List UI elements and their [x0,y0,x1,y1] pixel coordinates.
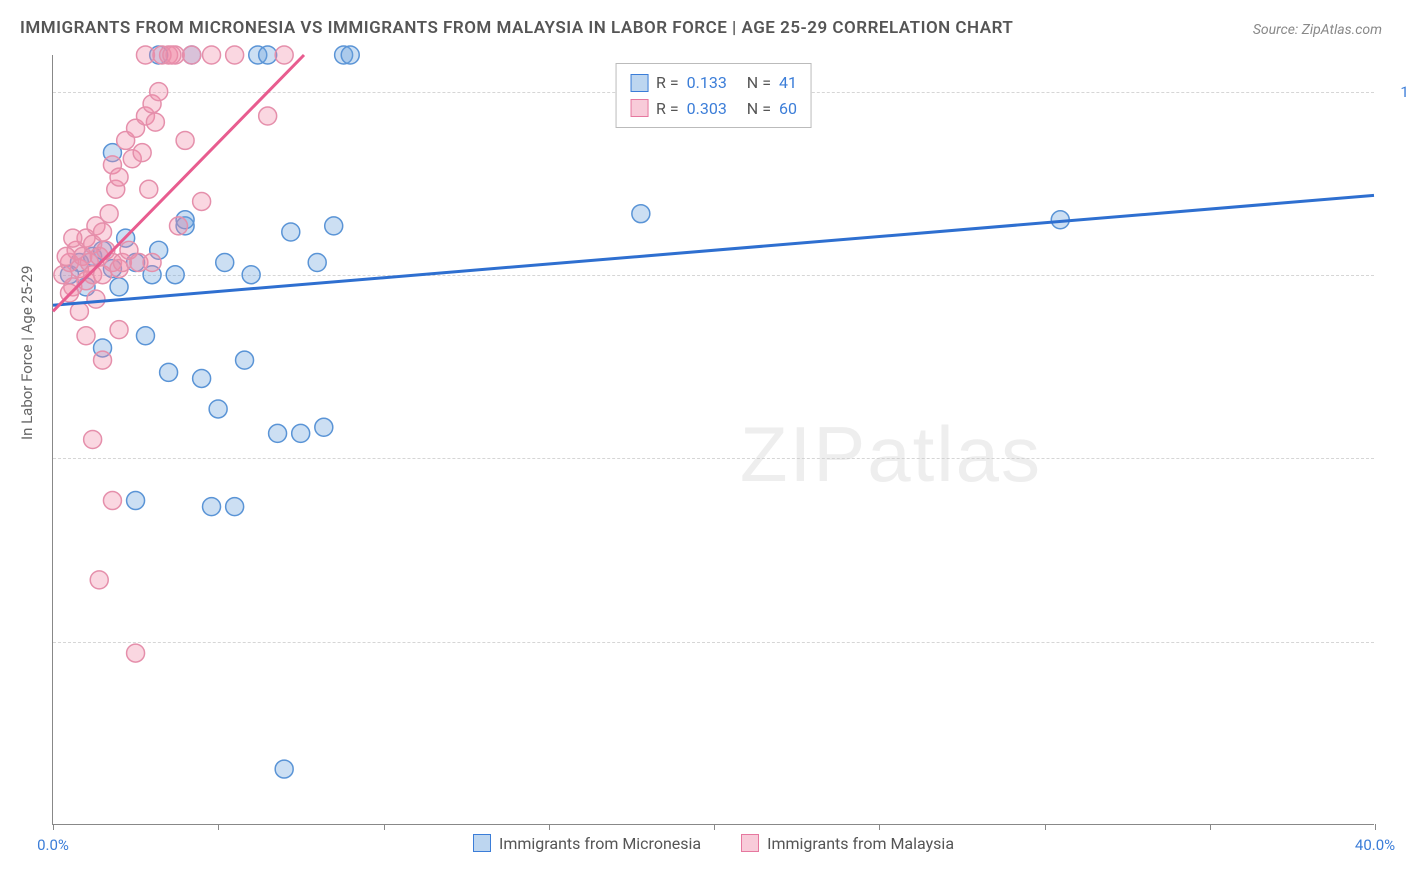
data-point [84,431,102,449]
legend-item-a: Immigrants from Micronesia [473,834,701,853]
data-point [282,223,300,241]
data-point [136,327,154,345]
chart-title: IMMIGRANTS FROM MICRONESIA VS IMMIGRANTS… [20,18,1013,38]
data-point [325,217,343,235]
chart-plot-area: ZIPatlas R = 0.133 N = 41 R = 0.303 N = … [52,55,1374,825]
data-point [226,46,244,64]
scatter-svg [53,55,1374,824]
data-point [259,46,277,64]
data-point [103,492,121,510]
data-point [100,205,118,223]
swatch-pink-icon [630,99,648,117]
data-point [275,46,293,64]
data-point [203,46,221,64]
data-point [136,46,154,64]
series-legend: Immigrants from Micronesia Immigrants fr… [53,834,1374,857]
x-tick-label: 0.0% [37,836,69,854]
data-point [275,760,293,778]
source-attribution: Source: ZipAtlas.com [1253,22,1382,38]
data-point [94,223,112,241]
data-point [87,290,105,308]
legend-label: Immigrants from Malaysia [767,834,954,853]
data-point [133,144,151,162]
trend-line [53,195,1374,305]
x-tick [714,824,715,830]
n-label: N = [747,70,771,96]
data-point [110,168,128,186]
x-tick [879,824,880,830]
data-point [226,498,244,516]
data-point [183,46,201,64]
x-tick [53,824,54,830]
r-value: 0.133 [687,70,727,96]
legend-label: Immigrants from Micronesia [499,834,701,853]
legend-row-a: R = 0.133 N = 41 [630,70,797,96]
data-point [292,424,310,442]
x-tick [549,824,550,830]
r-label: R = [656,70,679,96]
data-point [176,131,194,149]
data-point [203,498,221,516]
x-tick [384,824,385,830]
data-point [127,492,145,510]
data-point [90,571,108,589]
x-tick [218,824,219,830]
data-point [166,266,184,284]
n-value: 60 [779,96,797,122]
x-tick [1375,824,1376,830]
data-point [315,418,333,436]
data-point [632,205,650,223]
swatch-blue-icon [473,834,491,852]
x-tick-label: 40.0% [1355,836,1395,854]
data-point [140,180,158,198]
n-label: N = [747,96,771,122]
data-point [193,369,211,387]
data-point [150,83,168,101]
swatch-pink-icon [741,834,759,852]
x-tick [1210,824,1211,830]
r-value: 0.303 [687,96,727,122]
x-tick [1045,824,1046,830]
data-point [170,217,188,235]
data-point [236,351,254,369]
data-point [57,247,75,265]
data-point [77,327,95,345]
data-point [94,351,112,369]
r-label: R = [656,96,679,122]
data-point [143,254,161,272]
data-point [64,229,82,247]
data-point [269,424,287,442]
data-point [341,46,359,64]
correlation-legend: R = 0.133 N = 41 R = 0.303 N = 60 [615,63,812,128]
data-point [209,400,227,418]
n-value: 41 [779,70,797,96]
y-axis-label: In Labor Force | Age 25-29 [18,266,36,440]
legend-row-b: R = 0.303 N = 60 [630,96,797,122]
data-point [146,113,164,131]
swatch-blue-icon [630,74,648,92]
data-point [242,266,260,284]
data-point [163,46,181,64]
data-point [160,363,178,381]
legend-item-b: Immigrants from Malaysia [741,834,954,853]
data-point [110,278,128,296]
y-tick-label: 100.0% [1400,83,1406,101]
data-point [110,321,128,339]
data-point [308,254,326,272]
data-point [127,644,145,662]
data-point [193,192,211,210]
data-point [216,254,234,272]
data-point [259,107,277,125]
